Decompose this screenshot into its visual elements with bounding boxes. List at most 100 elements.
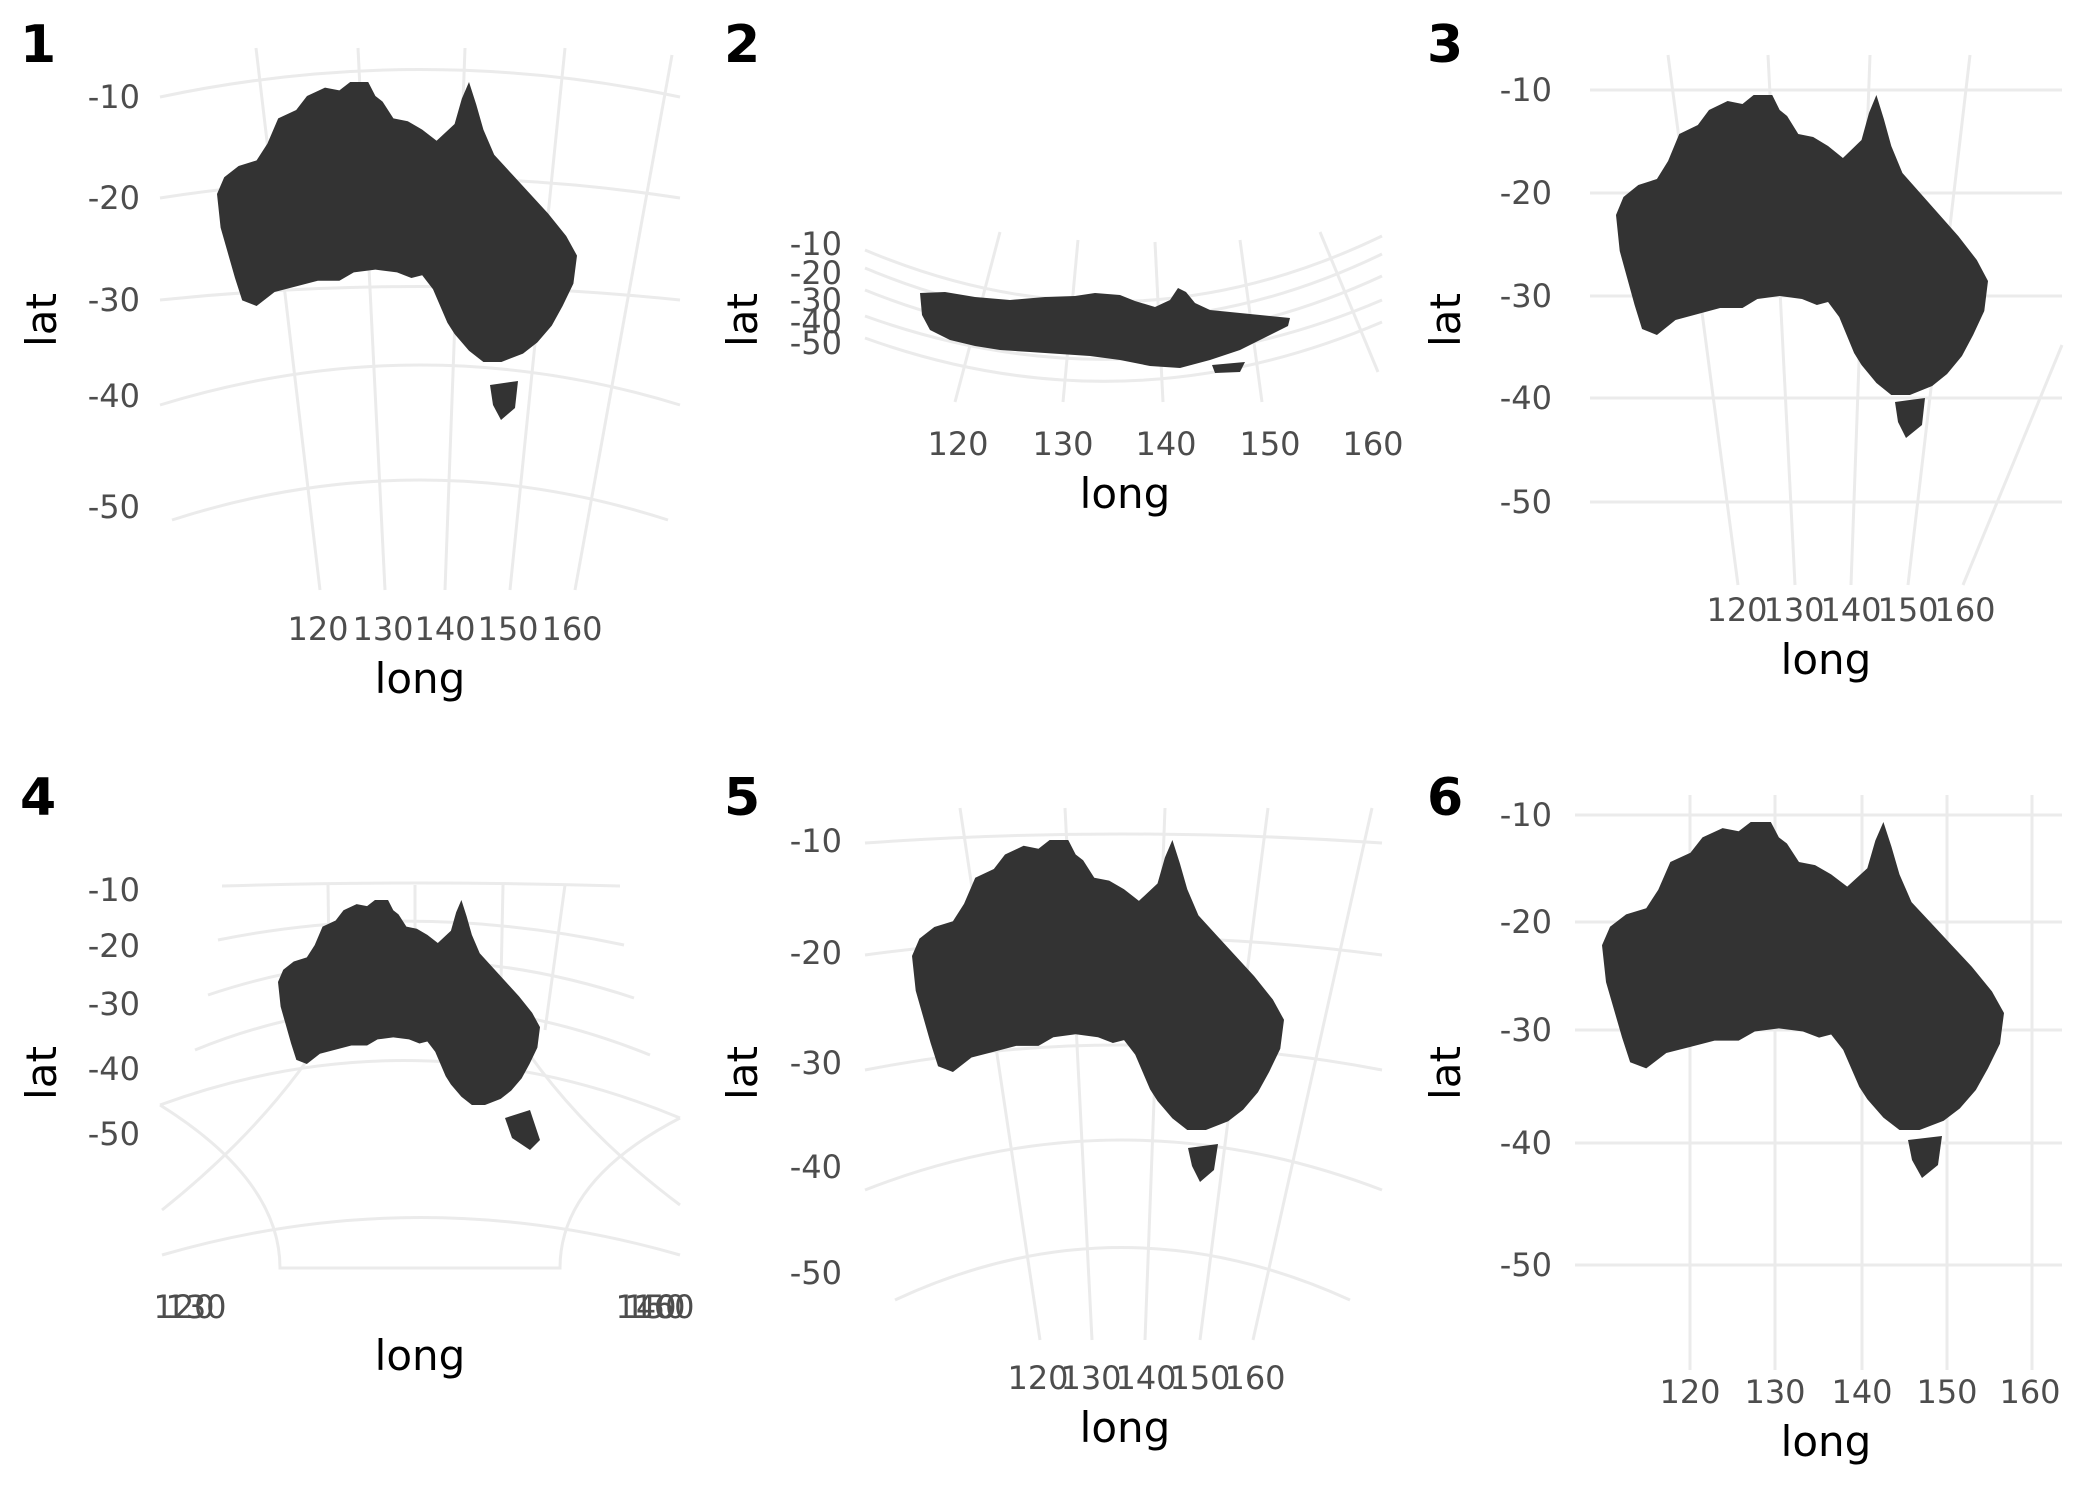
y-tick-label: -40 (790, 1148, 842, 1186)
x-tick-label: 160 (1224, 1359, 1285, 1397)
y-tick-label: -10 (790, 822, 842, 860)
y-tick-label: -20 (1500, 903, 1552, 941)
panel-tag: 6 (1427, 768, 1463, 828)
tasmania-landmass (490, 381, 518, 420)
y-tick-labels: -10 -20 -30 -40 -50 (88, 78, 140, 526)
x-tick-label: 130 (1763, 591, 1824, 629)
x-tick-labels: 120 130 140 150 160 (287, 610, 602, 648)
y-axis-title: lat (1421, 293, 1470, 347)
y-tick-label: -10 (1500, 796, 1552, 834)
tasmania-landmass (1188, 1144, 1218, 1182)
y-tick-labels: -10 -20 -30 -40 -50 (1500, 796, 1552, 1284)
x-axis-title: long (1781, 635, 1872, 684)
y-tick-label: -30 (88, 281, 140, 319)
y-axis-title: lat (17, 1046, 66, 1100)
x-tick-label: 140 (1820, 591, 1881, 629)
panel-2: 2 -10 -20 -30 -40 -50 120 130 140 150 (718, 15, 1404, 518)
x-tick-label: 140 (615, 1288, 676, 1326)
graticule (864, 807, 1383, 1341)
y-tick-label: -20 (1500, 174, 1552, 212)
x-tick-label: 150 (1169, 1359, 1230, 1397)
y-axis-title: lat (718, 1046, 767, 1100)
x-tick-label: 140 (1831, 1373, 1892, 1411)
y-tick-label: -40 (1500, 1124, 1552, 1162)
y-tick-label: -50 (1500, 483, 1552, 521)
y-tick-label: -10 (88, 871, 140, 909)
x-tick-label: 150 (1916, 1373, 1977, 1411)
x-tick-labels: 120 130 140 150 160 (1659, 1373, 2060, 1411)
panel-tag: 4 (20, 768, 56, 828)
tasmania-landmass (1212, 362, 1245, 373)
panel-tag: 3 (1427, 15, 1463, 75)
panel-tag: 2 (724, 15, 760, 75)
x-axis-title: long (1080, 1403, 1171, 1452)
y-tick-label: -20 (790, 934, 842, 972)
australia-landmass (912, 840, 1284, 1130)
y-axis-title: lat (718, 293, 767, 347)
y-tick-label: -50 (88, 488, 140, 526)
x-tick-labels: 120 130 140 150 160 (153, 1288, 694, 1326)
tasmania-landmass (1908, 1136, 1942, 1178)
y-tick-labels: -10 -20 -30 -40 -50 (790, 822, 842, 1292)
panel-tag: 1 (20, 15, 56, 75)
x-tick-label: 120 (927, 425, 988, 463)
x-axis-title: long (1781, 1417, 1872, 1466)
y-tick-label: -10 (88, 78, 140, 116)
y-tick-label: -20 (88, 927, 140, 965)
y-tick-label: -10 (790, 225, 842, 263)
y-tick-label: -50 (1500, 1246, 1552, 1284)
x-axis-title: long (1080, 469, 1171, 518)
x-tick-label: 140 (1135, 425, 1196, 463)
y-tick-label: -50 (790, 1254, 842, 1292)
x-tick-labels: 120 130 140 150 160 (927, 425, 1403, 463)
x-tick-label: 160 (541, 610, 602, 648)
x-tick-label: 130 (1032, 425, 1093, 463)
y-tick-label: -30 (790, 281, 842, 319)
x-tick-label: 160 (1342, 425, 1403, 463)
y-tick-label: -30 (1500, 1011, 1552, 1049)
x-axis-title: long (375, 1331, 466, 1380)
y-tick-label: -30 (1500, 277, 1552, 315)
y-tick-label: -40 (790, 303, 842, 341)
y-tick-labels: -10 -20 -30 -40 -50 (88, 871, 140, 1153)
x-tick-label: 160 (1999, 1373, 2060, 1411)
y-tick-label: -40 (88, 377, 140, 415)
x-tick-label: 120 (1007, 1359, 1068, 1397)
y-tick-label: -50 (790, 324, 842, 362)
x-tick-label: 140 (1115, 1359, 1176, 1397)
x-tick-label: 160 (1934, 591, 1995, 629)
x-tick-label: 160 (633, 1288, 694, 1326)
x-tick-label: 150 (1877, 591, 1938, 629)
x-axis-title: long (375, 654, 466, 703)
y-axis-title: lat (1421, 1046, 1470, 1100)
x-tick-label: 130 (1744, 1373, 1805, 1411)
panel-5: 5 -10 -20 -30 -40 -50 120 130 140 150 (718, 768, 1383, 1452)
panel-tag: 5 (724, 768, 760, 828)
y-tick-label: -30 (790, 1044, 842, 1082)
australia-landmass (920, 288, 1290, 368)
x-tick-label: 150 (1239, 425, 1300, 463)
x-tick-labels: 120 130 140 150 160 (1007, 1359, 1285, 1397)
x-tick-label: 120 (153, 1288, 214, 1326)
y-tick-label: -10 (1500, 71, 1552, 109)
panel-4: 4 -10 -20 -30 -40 -50 120 130 (17, 768, 695, 1380)
y-tick-label: -40 (1500, 379, 1552, 417)
x-tick-label: 130 (352, 610, 413, 648)
x-tick-label: 140 (414, 610, 475, 648)
x-tick-labels: 120 130 140 150 160 (1706, 591, 1995, 629)
x-tick-label: 150 (477, 610, 538, 648)
y-tick-label: -30 (88, 985, 140, 1023)
x-tick-label: 150 (624, 1288, 685, 1326)
x-tick-label: 130 (1060, 1359, 1121, 1397)
y-tick-labels: -10 -20 -30 -40 -50 (1500, 71, 1552, 521)
tasmania-landmass (1895, 398, 1925, 438)
panel-6: 6 -10 -20 -30 -40 -50 120 130 140 150 (1421, 768, 2062, 1466)
x-tick-label: 120 (287, 610, 348, 648)
y-tick-label: -40 (88, 1050, 140, 1088)
y-tick-label: -20 (790, 254, 842, 292)
x-tick-label: 120 (1659, 1373, 1720, 1411)
australia-landmass (217, 82, 577, 362)
y-tick-labels: -10 -20 -30 -40 -50 (790, 225, 842, 362)
x-tick-label: 120 (1706, 591, 1767, 629)
